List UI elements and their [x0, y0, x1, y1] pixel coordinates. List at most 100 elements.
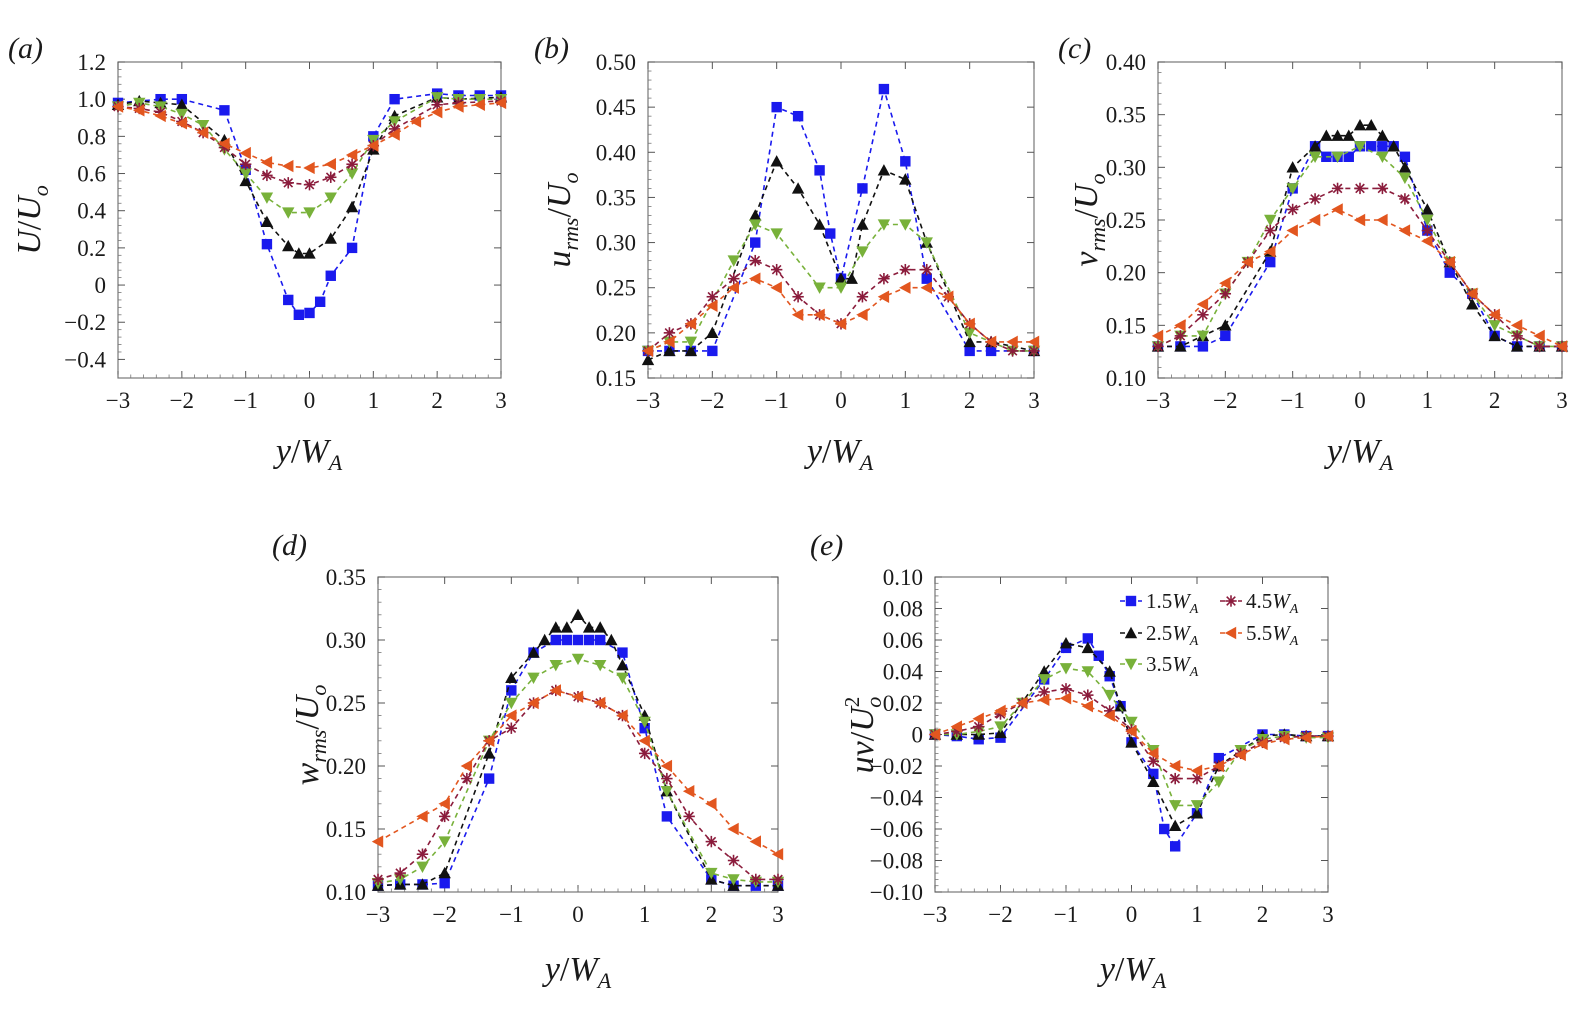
data-point	[1377, 141, 1388, 152]
panel-d: (d) −3 −2 −1 0 1 2 3 0.10 0.15 0.20 0.25 0.30 0.35 y/W…	[272, 529, 785, 993]
data-point	[663, 344, 676, 357]
data-point	[1488, 308, 1500, 321]
data-point	[834, 317, 847, 331]
data-point	[1212, 759, 1225, 773]
series-line	[117, 100, 502, 186]
panel-label: (d)	[272, 529, 307, 562]
series-line	[377, 689, 779, 855]
data-point	[928, 728, 941, 741]
data-point	[639, 723, 650, 734]
data-point	[438, 810, 451, 823]
x-tick-label: −1	[1280, 388, 1304, 413]
panel-c: (c) −3 −2 −1 0 1 2 3 0.10 0.15 0.20 0.25 0.30 0.35 0.4…	[1058, 32, 1569, 475]
data-point	[1147, 747, 1159, 760]
data-point	[1488, 320, 1501, 332]
data-point	[260, 192, 274, 204]
x-tick-label: 2	[706, 902, 718, 927]
data-point	[942, 290, 954, 303]
data-point	[282, 159, 294, 173]
data-point	[261, 169, 273, 182]
data-point	[792, 291, 804, 303]
data-point	[367, 139, 379, 152]
data-point	[1399, 193, 1411, 205]
data-point	[282, 177, 294, 189]
data-point	[921, 273, 932, 284]
legend-marker	[1225, 595, 1237, 607]
data-point	[1354, 182, 1366, 195]
data-point	[1081, 666, 1095, 678]
data-point	[1511, 330, 1523, 342]
x-tick-label: −2	[170, 388, 194, 413]
data-point	[430, 92, 444, 104]
data-point	[282, 207, 295, 219]
data-point	[1197, 309, 1209, 321]
data-point	[663, 327, 676, 339]
data-point	[1169, 772, 1181, 785]
data-point	[856, 218, 869, 230]
data-point	[856, 308, 868, 321]
data-point	[856, 246, 869, 258]
y-tick-label: 0.25	[1106, 208, 1146, 233]
y-tick-label: 0.15	[326, 817, 366, 842]
data-point	[452, 100, 464, 113]
y-tick-label: 0.30	[326, 628, 366, 653]
data-point	[303, 207, 316, 219]
y-tick-label: 0.15	[1106, 313, 1146, 338]
data-point	[749, 835, 761, 848]
data-point	[324, 158, 336, 171]
legend: 1.5WA 4.5WA 2.5WA 5.5WA 3.5WA	[1120, 589, 1299, 680]
y-tick-label: 0.30	[1106, 155, 1146, 180]
x-tick-label: 1	[1191, 902, 1203, 927]
y-tick-label: −0.02	[870, 754, 923, 779]
plot-frame	[647, 61, 1035, 379]
data-point	[594, 696, 606, 710]
data-point	[239, 146, 251, 160]
data-point	[460, 759, 473, 773]
data-point	[1510, 340, 1524, 352]
series-3-5WA	[371, 653, 785, 890]
data-point	[660, 786, 674, 798]
data-point	[325, 171, 337, 183]
data-point	[920, 281, 932, 294]
data-point	[1027, 335, 1040, 349]
data-point	[1081, 699, 1094, 713]
data-point	[856, 291, 869, 303]
data-point	[1190, 807, 1204, 819]
data-point	[1174, 319, 1186, 332]
x-tick-label: 0	[1126, 902, 1138, 927]
data-point	[660, 759, 673, 773]
data-point	[560, 621, 574, 633]
x-tick-label: −1	[764, 388, 788, 413]
x-tick-label: 0	[304, 388, 316, 413]
panel-a: (a) −3 −2 −1 0 1 2 3 −0.4 −0.2 0 0.2 0.4 0.6 0.8 1.0 1.2…	[8, 32, 508, 475]
data-point	[1081, 641, 1095, 654]
data-point	[1125, 716, 1138, 729]
series-line	[1157, 145, 1562, 348]
data-point	[505, 709, 517, 722]
legend-entry: 4.5WA	[1220, 589, 1299, 617]
x-tick-label: 2	[1489, 388, 1501, 413]
data-point	[705, 867, 718, 880]
y-tick-label: 0.20	[326, 754, 366, 779]
data-point	[1197, 341, 1209, 352]
series-2-5WA	[371, 608, 785, 891]
data-point	[314, 296, 326, 307]
series-line	[1157, 208, 1563, 348]
data-point	[770, 281, 782, 294]
data-point	[1168, 819, 1182, 832]
y-tick-label: 0.25	[596, 276, 636, 301]
y-tick-label: 0.45	[596, 95, 636, 120]
data-point	[239, 174, 252, 187]
series-4-5WA	[372, 684, 784, 886]
data-point	[1533, 329, 1545, 343]
data-point	[984, 335, 997, 349]
x-tick-label: −2	[432, 902, 456, 927]
data-point	[1286, 224, 1298, 237]
series-line	[117, 96, 501, 214]
data-point	[1365, 119, 1378, 131]
y-tick-label: 0.08	[883, 597, 923, 622]
x-tick-label: 3	[1028, 388, 1040, 413]
data-point	[638, 716, 651, 729]
data-point	[1398, 224, 1411, 237]
data-point	[1168, 759, 1181, 773]
